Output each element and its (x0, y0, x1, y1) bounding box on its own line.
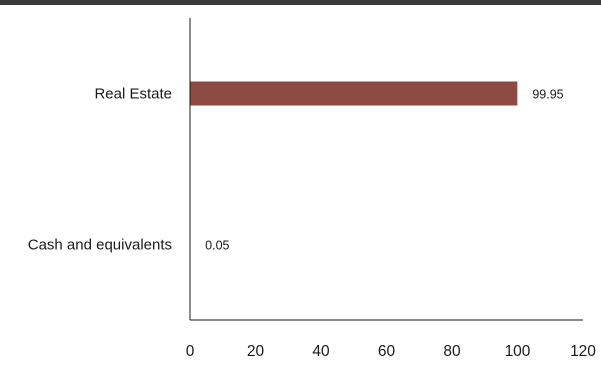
category-label: Real Estate (94, 86, 172, 103)
x-tick-label: 0 (186, 343, 195, 360)
x-tick-label: 100 (505, 343, 531, 360)
data-label: 99.95 (532, 88, 563, 102)
x-tick-label: 80 (443, 343, 461, 360)
x-tick-label: 60 (378, 343, 396, 360)
x-tick-label: 120 (570, 343, 596, 360)
axis-layer (189, 18, 583, 321)
x-tick-label: 20 (247, 343, 265, 360)
top-dark-strip (0, 0, 601, 5)
labels-layer: Real Estate 99.95 Cash and equivalents 0.05… (28, 86, 597, 361)
data-label: 0.05 (205, 239, 229, 253)
category-label: Cash and equivalents (28, 237, 172, 254)
bars-layer (190, 81, 518, 257)
x-tick-label: 40 (312, 343, 330, 360)
bar-real-estate (190, 81, 518, 106)
